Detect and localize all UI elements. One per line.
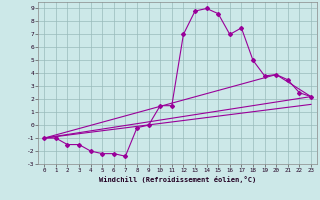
X-axis label: Windchill (Refroidissement éolien,°C): Windchill (Refroidissement éolien,°C) [99, 176, 256, 183]
